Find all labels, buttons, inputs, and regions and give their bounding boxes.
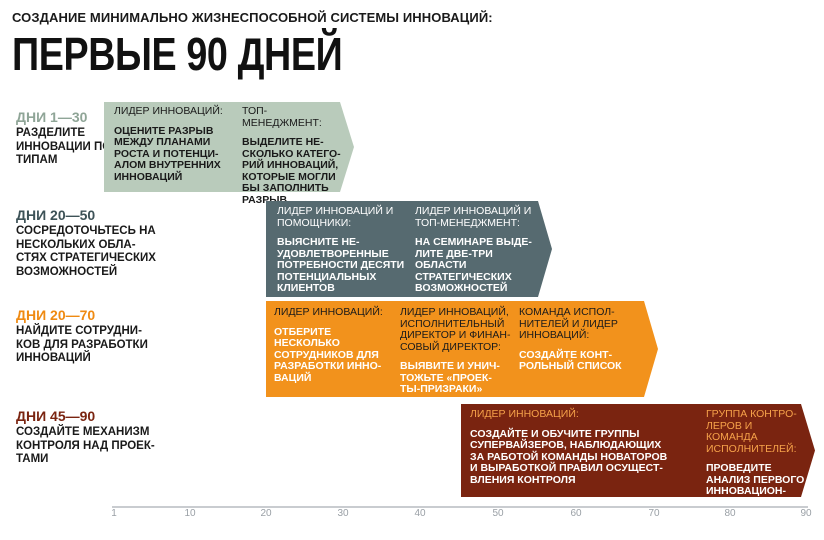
axis-tick-10: 10 [184, 508, 196, 519]
phase-1-column-1: ЛИДЕР ИННОВАЦИЙ: ОЦЕНИТЕ РАЗРЫВ МЕЖДУ ПЛ… [114, 105, 234, 183]
phase-3-band: ЛИДЕР ИННОВАЦИЙ: ОТБЕРИТЕ НЕСКОЛЬКО СОТР… [266, 301, 658, 397]
axis-tick-1: 1 [111, 508, 117, 519]
phase-1-description: РАЗДЕЛИТЕ ИННОВАЦИИ ПО ТИПАМ [16, 127, 112, 166]
phase-4-role-1: ЛИДЕР ИННОВАЦИЙ: [470, 408, 579, 420]
phase-4-role-2: ГРУППА КОНТРО- ЛЕРОВ И КОМАНДА ИСПОЛНИТЕ… [706, 408, 797, 455]
axis-line [112, 506, 808, 508]
phase-1-role-2: ТОП-МЕНЕДЖМЕНТ: [242, 105, 322, 129]
axis-tick-70: 70 [648, 508, 660, 519]
day-axis [112, 503, 808, 511]
phase-4-column-1: ЛИДЕР ИННОВАЦИЙ: СОЗДАЙТЕ И ОБУЧИТЕ ГРУП… [470, 408, 670, 486]
phase-4-task-1: СОЗДАЙТЕ И ОБУЧИТЕ ГРУППЫ СУПЕРВАЙЗЕРОВ,… [470, 427, 668, 486]
phase-4-days: ДНИ 45—90 [16, 408, 96, 424]
phase-2-task-1: ВЫЯСНИТЕ НЕ- УДОВЛЕТВОРЕННЫЕ ПОТРЕБНОСТИ… [277, 236, 405, 294]
axis-tick-50: 50 [492, 508, 504, 519]
phase-4-column-2: ГРУППА КОНТРО- ЛЕРОВ И КОМАНДА ИСПОЛНИТЕ… [706, 408, 806, 509]
phase-3-task-1: ОТБЕРИТЕ НЕСКОЛЬКО СОТРУДНИКОВ ДЛЯ РАЗРА… [274, 325, 382, 384]
phase-1-label: ДНИ 1—30 РАЗДЕЛИТЕ ИННОВАЦИИ ПО ТИПАМ [16, 109, 166, 168]
axis-tick-80: 80 [724, 508, 736, 519]
phase-4-task-2: ПРОВЕДИТЕ АНАЛИЗ ПЕРВОГО ИННОВАЦИОН- НОГ… [706, 462, 805, 509]
phase-3-role-2: ЛИДЕР ИННОВАЦИЙ, ИСПОЛНИТЕЛЬНЫЙ ДИРЕКТОР… [400, 306, 511, 353]
phase-3-label: ДНИ 20—70 НАЙДИТЕ СОТРУДНИ- КОВ ДЛЯ РАЗР… [16, 307, 166, 366]
phase-1-days: ДНИ 1—30 [16, 109, 88, 125]
phase-3-column-1: ЛИДЕР ИННОВАЦИЙ: ОТБЕРИТЕ НЕСКОЛЬКО СОТР… [274, 306, 386, 384]
axis-tick-20: 20 [260, 508, 272, 519]
phase-2-days: ДНИ 20—50 [16, 207, 96, 223]
phase-3-task-2: ВЫЯВИТЕ И УНИЧ- ТОЖЬТЕ «ПРОЕК- ТЫ-ПРИЗРА… [400, 360, 500, 395]
phase-2-role-1: ЛИДЕР ИННОВАЦИЙ И ПОМОЩНИКИ: [277, 205, 394, 229]
phase-1-role-1: ЛИДЕР ИННОВАЦИЙ: [114, 105, 223, 117]
supertitle: СОЗДАНИЕ МИНИМАЛЬНО ЖИЗНЕСПОСОБНОЙ СИСТЕ… [12, 10, 493, 25]
phase-2-task-2: НА СЕМИНАРЕ ВЫДЕ- ЛИТЕ ДВЕ-ТРИ ОБЛАСТИ С… [415, 236, 532, 294]
axis-tick-40: 40 [414, 508, 426, 519]
phase-3-task-3: СОЗДАЙТЕ КОНТ- РОЛЬНЫЙ СПИСОК [519, 348, 622, 372]
phase-4-band: ЛИДЕР ИННОВАЦИЙ: СОЗДАЙТЕ И ОБУЧИТЕ ГРУП… [461, 404, 815, 508]
phase-2-band: ЛИДЕР ИННОВАЦИЙ И ПОМОЩНИКИ: ВЫЯСНИТЕ НЕ… [266, 201, 552, 297]
phase-2-arrow-shape [266, 201, 552, 297]
phase-2-column-1: ЛИДЕР ИННОВАЦИЙ И ПОМОЩНИКИ: ВЫЯСНИТЕ НЕ… [277, 205, 407, 295]
phase-3-arrow-shape [266, 301, 658, 397]
phase-1-task-1: ОЦЕНИТЕ РАЗРЫВ МЕЖДУ ПЛАНАМИ РОСТА И ПОТ… [114, 124, 221, 183]
phase-3-column-2: ЛИДЕР ИННОВАЦИЙ, ИСПОЛНИТЕЛЬНЫЙ ДИРЕКТОР… [400, 306, 512, 396]
phase-2-column-2: ЛИДЕР ИННОВАЦИЙ И ТОП-МЕНЕДЖМЕНТ: НА СЕМ… [415, 205, 539, 295]
phase-4-arrow-shape [461, 404, 815, 497]
phase-3-days: ДНИ 20—70 [16, 307, 96, 323]
phase-1-band: ЛИДЕР ИННОВАЦИЙ: ОЦЕНИТЕ РАЗРЫВ МЕЖДУ ПЛ… [104, 102, 354, 205]
phase-3-role-1: ЛИДЕР ИННОВАЦИЙ: [274, 306, 383, 318]
phase-1-task-2: ВЫДЕЛИТЕ НЕ- СКОЛЬКО КАТЕГО- РИЙ ИННОВАЦ… [242, 136, 341, 206]
phase-4-description: СОЗДАЙТЕ МЕХАНИЗМ КОНТРОЛЯ НАД ПРОЕК- ТА… [16, 426, 155, 465]
page-title: ПЕРВЫЕ 90 ДНЕЙ [12, 28, 343, 80]
phase-3-column-3: КОМАНДА ИСПОЛ- НИТЕЛЕЙ И ЛИДЕР ИННОВАЦИЙ… [519, 306, 635, 373]
axis-tick-90: 90 [800, 508, 812, 519]
axis-tick-60: 60 [570, 508, 582, 519]
phase-2-description: СОСРЕДОТОЧЬТЕСЬ НА НЕСКОЛЬКИХ ОБЛА- СТЯХ… [16, 225, 156, 278]
axis-tick-30: 30 [337, 508, 349, 519]
phase-3-role-3: КОМАНДА ИСПОЛ- НИТЕЛЕЙ И ЛИДЕР ИННОВАЦИЙ… [519, 306, 618, 341]
phase-2-role-2: ЛИДЕР ИННОВАЦИЙ И ТОП-МЕНЕДЖМЕНТ: [415, 205, 532, 229]
phase-1-column-2: ТОП-МЕНЕДЖМЕНТ: ВЫДЕЛИТЕ НЕ- СКОЛЬКО КАТ… [242, 105, 344, 206]
phase-3-description: НАЙДИТЕ СОТРУДНИ- КОВ ДЛЯ РАЗРАБОТКИ ИНН… [16, 325, 148, 364]
phase-2-label: ДНИ 20—50 СОСРЕДОТОЧЬТЕСЬ НА НЕСКОЛЬКИХ … [16, 207, 166, 279]
phase-4-label: ДНИ 45—90 СОЗДАЙТЕ МЕХАНИЗМ КОНТРОЛЯ НАД… [16, 408, 166, 467]
phase-1-arrow-shape [104, 102, 354, 192]
